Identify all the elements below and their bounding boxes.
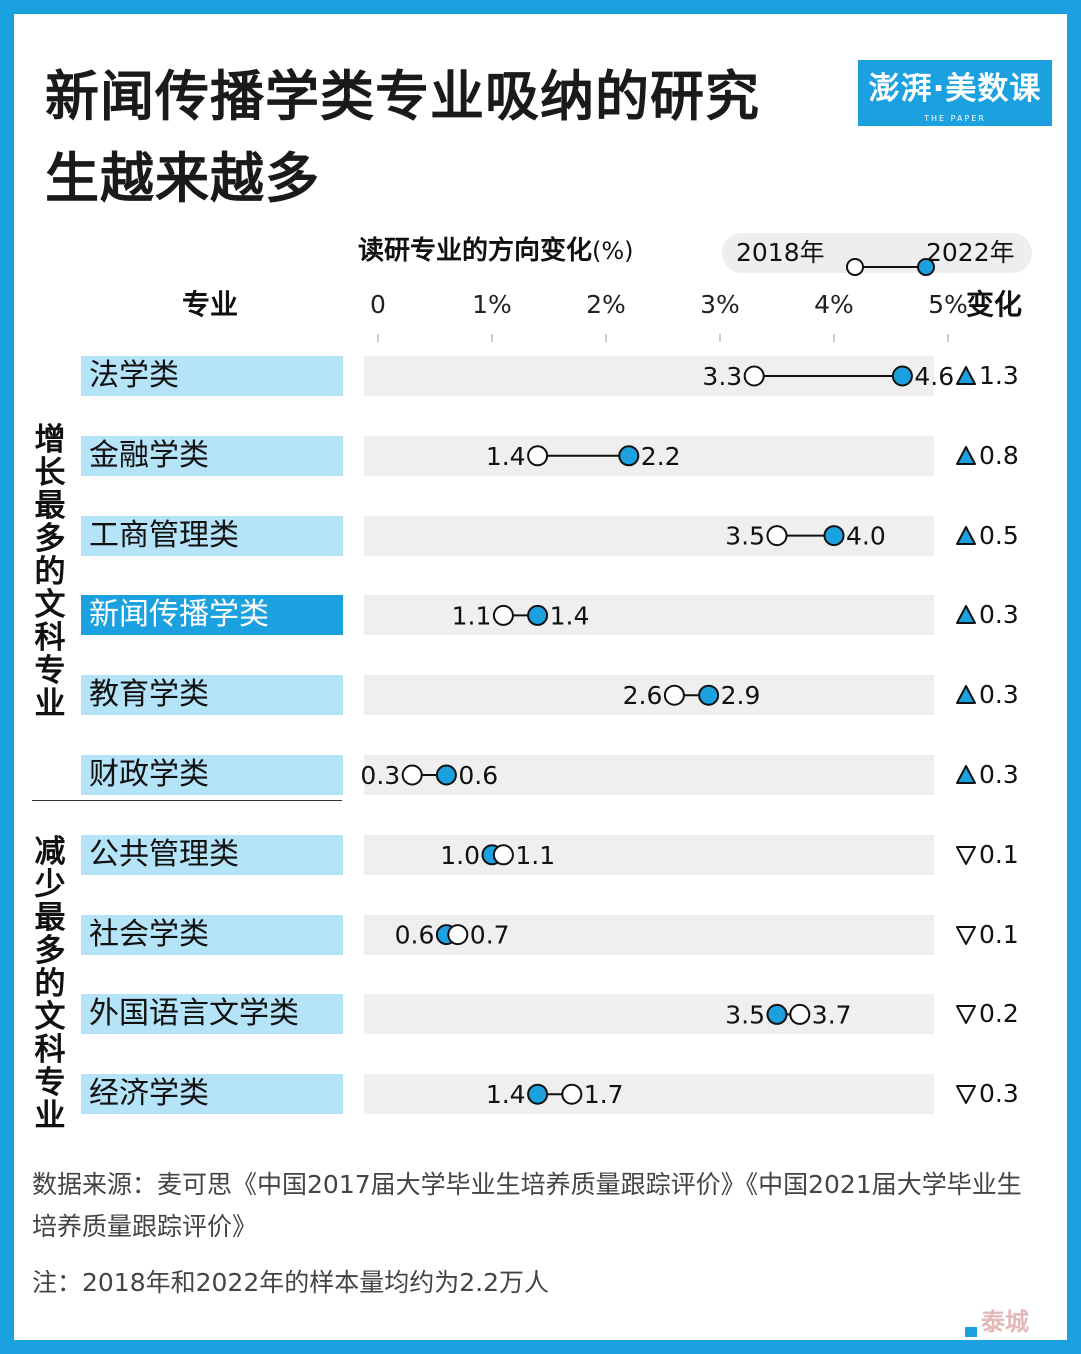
x-tick-label: 5% <box>928 290 968 319</box>
change-value-text: 0.1 <box>979 919 1019 949</box>
row-label: 新闻传播学类 <box>81 595 343 636</box>
row-label: 工商管理类 <box>81 515 343 556</box>
row-track <box>364 914 934 955</box>
chart-unit: (%) <box>592 237 634 265</box>
group-label-decrease-text: 减少最多的文科专业 <box>34 834 66 1134</box>
change-value: 1.3 <box>955 356 1045 396</box>
row-label: 社会学类 <box>81 914 343 955</box>
row-label: 法学类 <box>81 356 343 396</box>
page-title: 新闻传播学类专业吸纳的研究生越来越多 <box>45 65 760 210</box>
group-label-decrease: 减少最多的文科专业 <box>32 836 68 1133</box>
watermark: 泰城 <box>965 1305 1061 1339</box>
change-value: 0.1 <box>955 915 1045 955</box>
triangle-up-icon <box>956 605 976 625</box>
triangle-up-icon <box>956 445 976 465</box>
change-value: 0.3 <box>955 595 1045 635</box>
row-track <box>364 675 934 716</box>
triangle-up-icon <box>956 366 976 385</box>
group-label-increase: 增长最多的文科专业 <box>32 424 68 721</box>
row-track <box>364 755 934 795</box>
triangle-up-icon <box>956 685 976 705</box>
logo-text: 澎湃·美数课 <box>868 71 1042 107</box>
logo-sub: THE PAPER <box>924 114 986 123</box>
watermark-text: 泰城 <box>981 1308 1029 1336</box>
row-label: 财政学类 <box>81 755 343 795</box>
row-track <box>364 595 934 636</box>
change-value: 0.2 <box>955 994 1045 1034</box>
triangle-down-icon <box>956 1005 976 1025</box>
change-value: 0.1 <box>955 835 1045 875</box>
change-value-text: 0.8 <box>979 440 1019 470</box>
x-tick-label: 4% <box>814 290 854 319</box>
triangle-down-icon <box>956 1085 976 1105</box>
row-label: 公共管理类 <box>81 834 343 875</box>
column-header-category: 专业 <box>182 288 239 321</box>
data-source: 数据来源：麦可思《中国2017届大学毕业生培养质量跟踪评价》《中国2021届大学… <box>32 1170 1022 1241</box>
legend-2018: 2018年 <box>736 238 825 267</box>
row-track <box>364 1074 934 1115</box>
column-header-change: 变化 <box>966 288 1023 321</box>
row-label: 教育学类 <box>81 675 343 716</box>
change-value-text: 1.3 <box>979 361 1019 390</box>
row-label: 经济学类 <box>81 1074 343 1115</box>
row-track <box>364 834 934 875</box>
row-label: 外国语言文学类 <box>81 994 343 1035</box>
x-tick-label: 1% <box>472 290 512 319</box>
change-value-text: 0.3 <box>979 760 1019 789</box>
logo: 澎湃·美数课 THE PAPER <box>858 60 1052 126</box>
x-tick-label: 0 <box>370 290 386 319</box>
change-value-text: 0.1 <box>979 839 1019 869</box>
change-value: 0.3 <box>955 755 1045 795</box>
change-value-text: 0.5 <box>979 520 1019 550</box>
x-tick-label: 2% <box>586 290 626 319</box>
chart-title-text: 读研专业的方向变化 <box>358 236 593 266</box>
x-tick-label: 3% <box>700 290 740 319</box>
row-track <box>364 994 934 1035</box>
change-value-text: 0.2 <box>979 999 1019 1029</box>
triangle-down-icon <box>956 925 976 945</box>
change-value-text: 0.3 <box>979 680 1019 710</box>
change-value: 0.3 <box>955 675 1045 715</box>
chart-title: 读研专业的方向变化(%) <box>358 236 634 266</box>
row-label: 金融学类 <box>81 435 343 476</box>
change-value-text: 0.3 <box>979 600 1019 630</box>
row-track <box>364 515 934 556</box>
triangle-up-icon <box>956 525 976 545</box>
watermark-box <box>965 1327 977 1337</box>
group-label-increase-text: 增长最多的文科专业 <box>34 422 66 722</box>
triangle-down-icon <box>956 845 976 865</box>
change-value: 0.5 <box>955 516 1045 556</box>
change-value: 0.8 <box>955 436 1045 476</box>
legend-2022: 2022年 <box>926 238 1015 267</box>
group-divider <box>32 800 342 801</box>
footnote: 注：2018年和2022年的样本量均约为2.2万人 <box>32 1268 550 1297</box>
legend: 2018年 2022年 <box>722 233 1032 273</box>
change-value-text: 0.3 <box>979 1079 1019 1109</box>
triangle-up-icon <box>956 765 976 784</box>
row-track <box>364 435 934 476</box>
row-track <box>364 356 934 396</box>
change-value: 0.3 <box>955 1074 1045 1114</box>
